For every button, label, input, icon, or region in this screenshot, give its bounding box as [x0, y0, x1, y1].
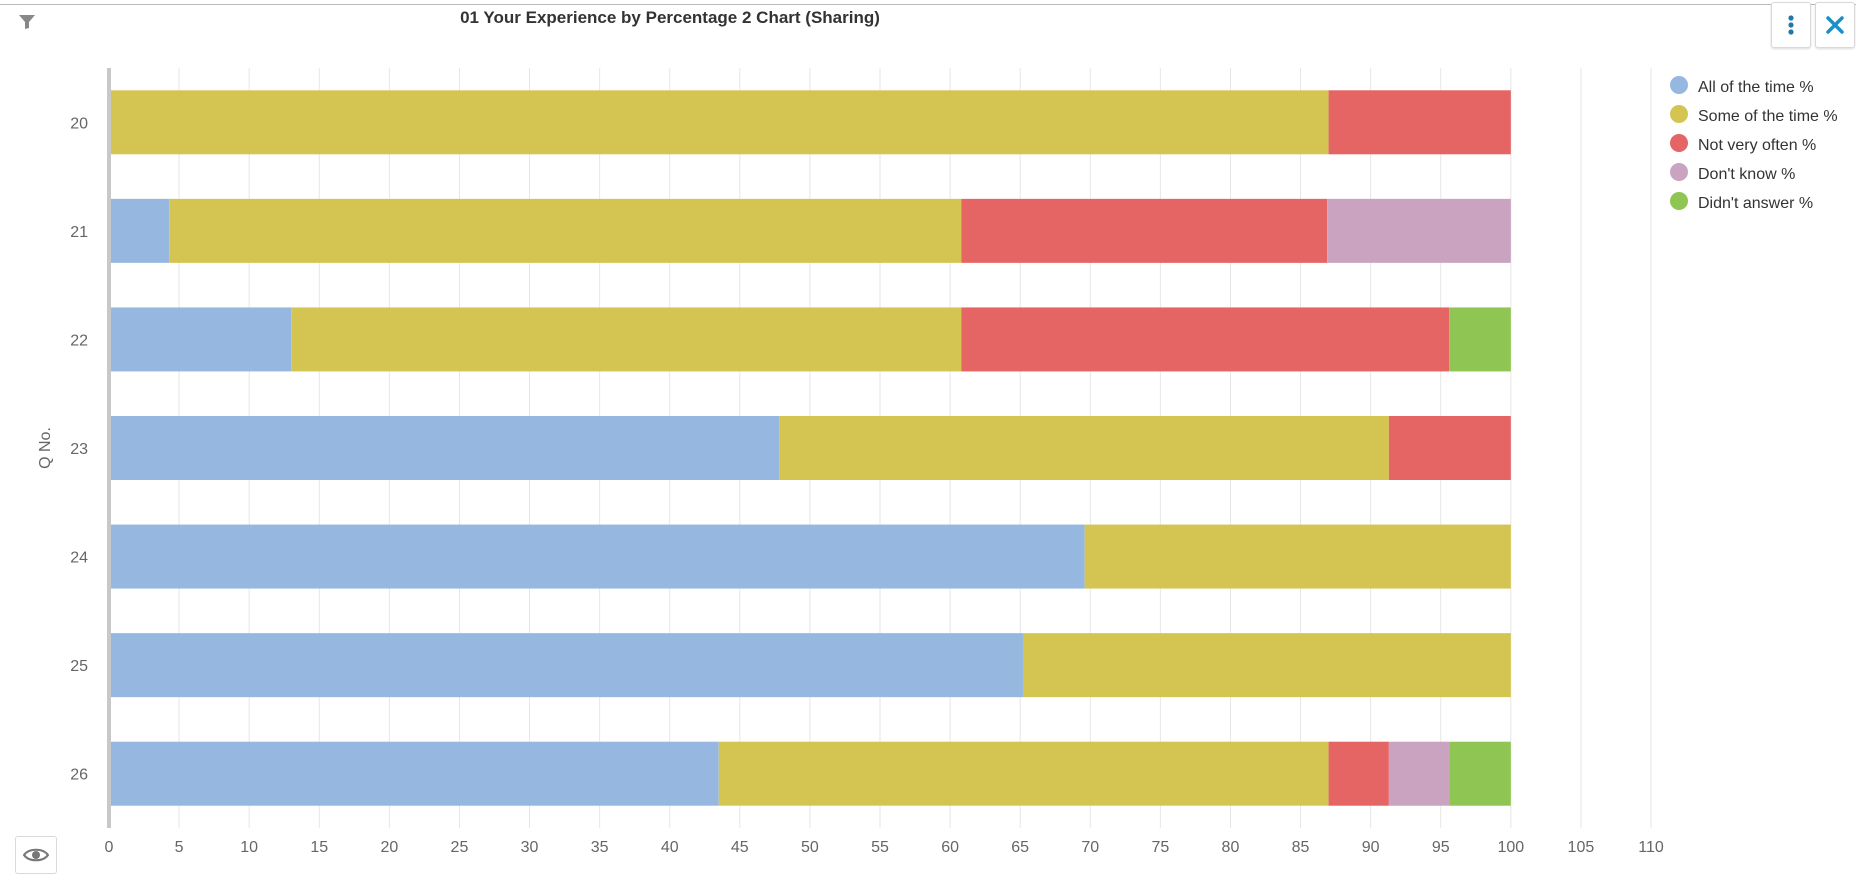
bar-segment — [1449, 741, 1511, 806]
more-options-button[interactable] — [1771, 2, 1811, 48]
bar-segment — [1328, 741, 1389, 806]
bar-segment — [718, 741, 1329, 806]
x-tick-label: 25 — [451, 839, 469, 856]
y-tick-label: 23 — [70, 441, 88, 458]
legend-label: Don't know % — [1698, 165, 1796, 183]
chart-legend: All of the time % Some of the time % Not v… — [1670, 73, 1838, 218]
bar-segment — [169, 198, 962, 263]
x-tick-label: 85 — [1292, 839, 1310, 856]
y-tick-label: 24 — [70, 550, 88, 567]
bar-segment — [109, 90, 1329, 155]
close-icon — [1826, 16, 1844, 34]
legend-item[interactable]: Some of the time % — [1670, 102, 1838, 131]
x-tick-label: 50 — [801, 839, 819, 856]
legend-label: Some of the time % — [1698, 107, 1838, 125]
bar-segment — [1084, 524, 1511, 589]
bar-segment — [779, 416, 1389, 480]
y-tick-label: 22 — [70, 332, 88, 349]
x-tick-label: 15 — [310, 839, 328, 856]
legend-item[interactable]: Not very often % — [1670, 131, 1838, 160]
legend-color-dot — [1670, 75, 1688, 94]
x-tick-label: 105 — [1568, 839, 1595, 856]
filter-icon[interactable] — [18, 14, 36, 30]
bar-segment — [109, 416, 780, 480]
bar-segment — [109, 198, 170, 263]
x-tick-label: 40 — [661, 839, 679, 856]
bar-segment — [1388, 741, 1450, 806]
x-tick-label: 90 — [1362, 839, 1380, 856]
eye-icon — [23, 848, 49, 862]
close-button[interactable] — [1815, 2, 1855, 48]
x-tick-label: 5 — [175, 839, 184, 856]
legend-item[interactable]: Didn't answer % — [1670, 189, 1838, 218]
bar-segment — [109, 307, 292, 372]
x-tick-label: 110 — [1638, 839, 1664, 856]
top-edge — [0, 0, 1856, 5]
x-tick-label: 10 — [240, 839, 258, 856]
x-tick-label: 20 — [380, 839, 398, 856]
legend-item[interactable]: Don't know % — [1670, 160, 1838, 189]
x-tick-label: 95 — [1432, 839, 1450, 856]
legend-label: All of the time % — [1698, 78, 1814, 96]
x-tick-label: 80 — [1222, 839, 1240, 856]
legend-color-dot — [1670, 104, 1688, 123]
bar-segment — [961, 307, 1450, 372]
y-tick-label: 26 — [70, 767, 88, 784]
bar-segment — [109, 633, 1023, 698]
x-tick-label: 35 — [591, 839, 609, 856]
x-tick-label: 60 — [941, 839, 959, 856]
y-tick-label: 20 — [70, 115, 88, 132]
y-axis-label: Q No. — [37, 427, 54, 469]
legend-color-dot — [1670, 162, 1688, 181]
legend-label: Didn't answer % — [1698, 194, 1814, 212]
x-tick-label: 70 — [1081, 839, 1099, 856]
bar-segment — [1022, 633, 1511, 698]
toggle-visibility-button[interactable] — [15, 836, 57, 874]
x-tick-label: 30 — [521, 839, 539, 856]
x-tick-label: 100 — [1497, 839, 1524, 856]
chart-title: 01 Your Experience by Percentage 2 Chart… — [460, 8, 880, 27]
bar-segment — [109, 741, 719, 806]
bar-segment — [1327, 198, 1511, 263]
x-tick-label: 0 — [105, 839, 114, 856]
bar-segment — [961, 198, 1328, 263]
x-tick-label: 55 — [871, 839, 889, 856]
more-vertical-icon — [1788, 15, 1794, 35]
legend-item[interactable]: All of the time % — [1670, 73, 1838, 102]
bar-segment — [1449, 307, 1511, 372]
legend-color-dot — [1670, 133, 1688, 152]
legend-color-dot — [1670, 191, 1688, 210]
bar-segment — [1328, 90, 1511, 155]
bar-segment — [1388, 416, 1511, 480]
y-tick-label: 25 — [70, 658, 88, 675]
y-tick-label: 21 — [70, 224, 88, 241]
bar-segment — [109, 524, 1085, 589]
legend-label: Not very often % — [1698, 136, 1817, 154]
x-tick-label: 65 — [1011, 839, 1029, 856]
bar-segment — [291, 307, 962, 372]
x-tick-label: 45 — [731, 839, 749, 856]
x-tick-label: 75 — [1151, 839, 1169, 856]
